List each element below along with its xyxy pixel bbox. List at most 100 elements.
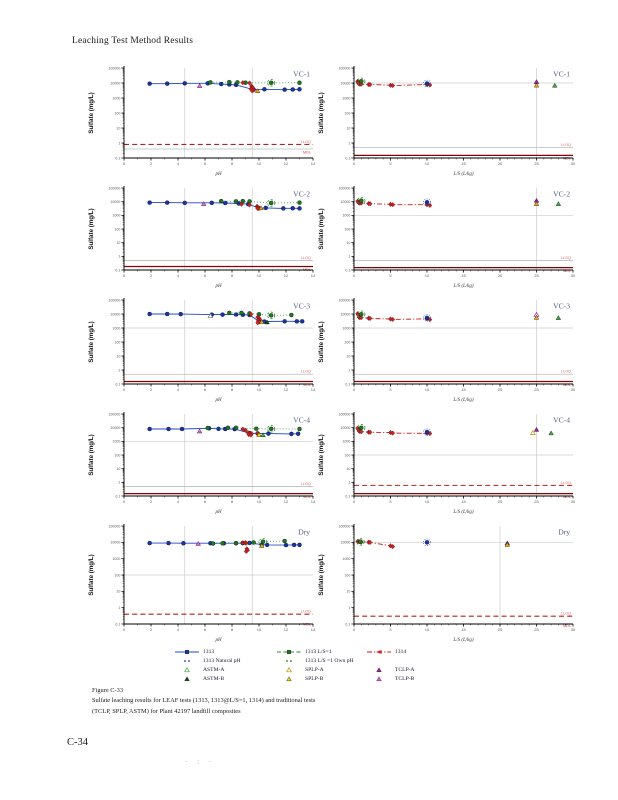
- data-point: [262, 87, 267, 92]
- data-point: [220, 541, 225, 546]
- y-axis-label: Sulfate (mg/L): [88, 321, 95, 362]
- y-tick-label: 100: [344, 227, 350, 231]
- x-axis-label: pH: [214, 638, 222, 643]
- y-axis-label: Sulfate (mg/L): [318, 434, 325, 475]
- x-tick-label: 10: [257, 387, 262, 392]
- y-tick-label: 1000: [112, 96, 120, 100]
- data-point: [164, 200, 170, 205]
- data-point: [529, 429, 536, 435]
- series-splp-a: [259, 319, 265, 324]
- y-tick-label: 10: [116, 354, 120, 358]
- data-point: [376, 676, 382, 681]
- page-number: C-34: [67, 737, 88, 748]
- x-tick-label: 4: [177, 273, 180, 278]
- y-tick-label: 100000: [338, 524, 350, 528]
- lloq-label: LLOQ: [561, 370, 571, 374]
- data-point: [184, 667, 190, 673]
- data-point: [196, 428, 203, 434]
- data-point: [297, 426, 302, 432]
- data-point: [247, 80, 252, 86]
- data-point: [533, 314, 540, 320]
- data-point: [254, 426, 259, 431]
- panel-title: VC-1: [553, 70, 570, 79]
- y-tick-label: 0.1: [345, 382, 350, 386]
- y-tick-label: 1000: [112, 440, 120, 444]
- x-tick-label: 30: [571, 161, 576, 166]
- data-point: [260, 539, 266, 544]
- y-tick-label: 10000: [110, 426, 120, 430]
- series-splp-a: [504, 542, 510, 547]
- series-1313: [424, 200, 430, 205]
- y-tick-label: 1: [348, 368, 350, 372]
- data-point: [299, 319, 305, 324]
- data-point: [533, 427, 540, 432]
- y-tick-label: 1: [348, 481, 350, 485]
- legend-item: SPLP-B: [276, 675, 323, 683]
- series-1313-l-s-1: [218, 198, 302, 206]
- data-point: [164, 81, 170, 86]
- highlight-ring: [258, 537, 268, 546]
- chart-vc-2-right: LLOQ MDL 0.1 1 10 100 1000 10000 100000 0 5 10 15 20 2…: [316, 180, 582, 292]
- y-tick-label: 10000: [110, 81, 120, 85]
- y-tick-label: 0.1: [345, 268, 350, 272]
- data-point: [179, 426, 185, 432]
- series-1314: [355, 425, 433, 437]
- legend-swatch-icon: [376, 667, 382, 672]
- data-point: [297, 206, 302, 211]
- y-tick-label: 100000: [108, 412, 120, 416]
- data-point: [390, 202, 395, 208]
- series-1313: [424, 429, 430, 435]
- panel-title: VC-3: [553, 302, 570, 311]
- x-axis-label: pH: [214, 284, 222, 289]
- data-point: [390, 83, 395, 89]
- highlight-ring: [267, 79, 276, 87]
- y-tick-label: 0.1: [115, 622, 120, 626]
- highlight-ring: [356, 538, 365, 546]
- series-splp-a: [258, 205, 264, 211]
- x-tick-label: 4: [177, 627, 180, 632]
- data-point: [185, 650, 189, 654]
- mdl-label: MDL: [563, 624, 571, 628]
- data-point: [195, 541, 201, 546]
- legend-swatch-icon: [175, 650, 199, 654]
- x-tick-label: 10: [257, 499, 262, 504]
- series-1313: [424, 81, 430, 86]
- data-point: [147, 540, 152, 546]
- x-tick-label: 25: [534, 161, 539, 166]
- data-point: [268, 80, 274, 86]
- x-tick-label: 5: [389, 273, 392, 278]
- mdl-label: MDL: [563, 269, 571, 273]
- lloq-label: LLOQ: [301, 370, 311, 374]
- x-axis-label: pH: [214, 172, 222, 177]
- figure-caption-line2: Sulfate leaching results for LEAF tests …: [92, 697, 316, 705]
- x-tick-label: 15: [461, 499, 466, 504]
- data-point: [424, 540, 430, 545]
- x-tick-label: 15: [461, 273, 466, 278]
- x-tick-label: 10: [257, 161, 262, 166]
- x-tick-label: 0: [123, 387, 126, 392]
- y-axis-label: Sulfate (mg/L): [88, 92, 95, 133]
- chart-vc-4-left: LLOQ MDL 0.1 1 10 100 1000 10000 100000 0 2 4 6 8 10 12…: [86, 406, 322, 518]
- data-point: [178, 311, 183, 317]
- series-splp-a: [533, 82, 540, 88]
- legend-item: 1313: [174, 648, 214, 656]
- lloq-label: LLOQ: [301, 610, 311, 614]
- data-point: [233, 540, 239, 546]
- data-point: [367, 315, 373, 321]
- x-tick-label: 30: [571, 273, 576, 278]
- plot-svg: LLOQMDL0.1110100100010000100000024681012…: [88, 186, 316, 289]
- panel-title: Dry: [558, 528, 570, 537]
- data-point: [251, 540, 256, 545]
- data-point: [282, 319, 287, 324]
- y-tick-label: 100: [344, 453, 350, 457]
- mdl-label: MDL: [563, 157, 571, 161]
- data-point: [290, 206, 295, 211]
- y-tick-label: 100000: [108, 298, 120, 302]
- data-point: [297, 542, 302, 548]
- data-point: [286, 667, 292, 673]
- data-point: [424, 429, 430, 435]
- y-tick-label: 1000: [342, 440, 350, 444]
- page-header-title: Leaching Test Method Results: [72, 36, 194, 46]
- data-point: [533, 82, 540, 88]
- data-point: [367, 201, 373, 207]
